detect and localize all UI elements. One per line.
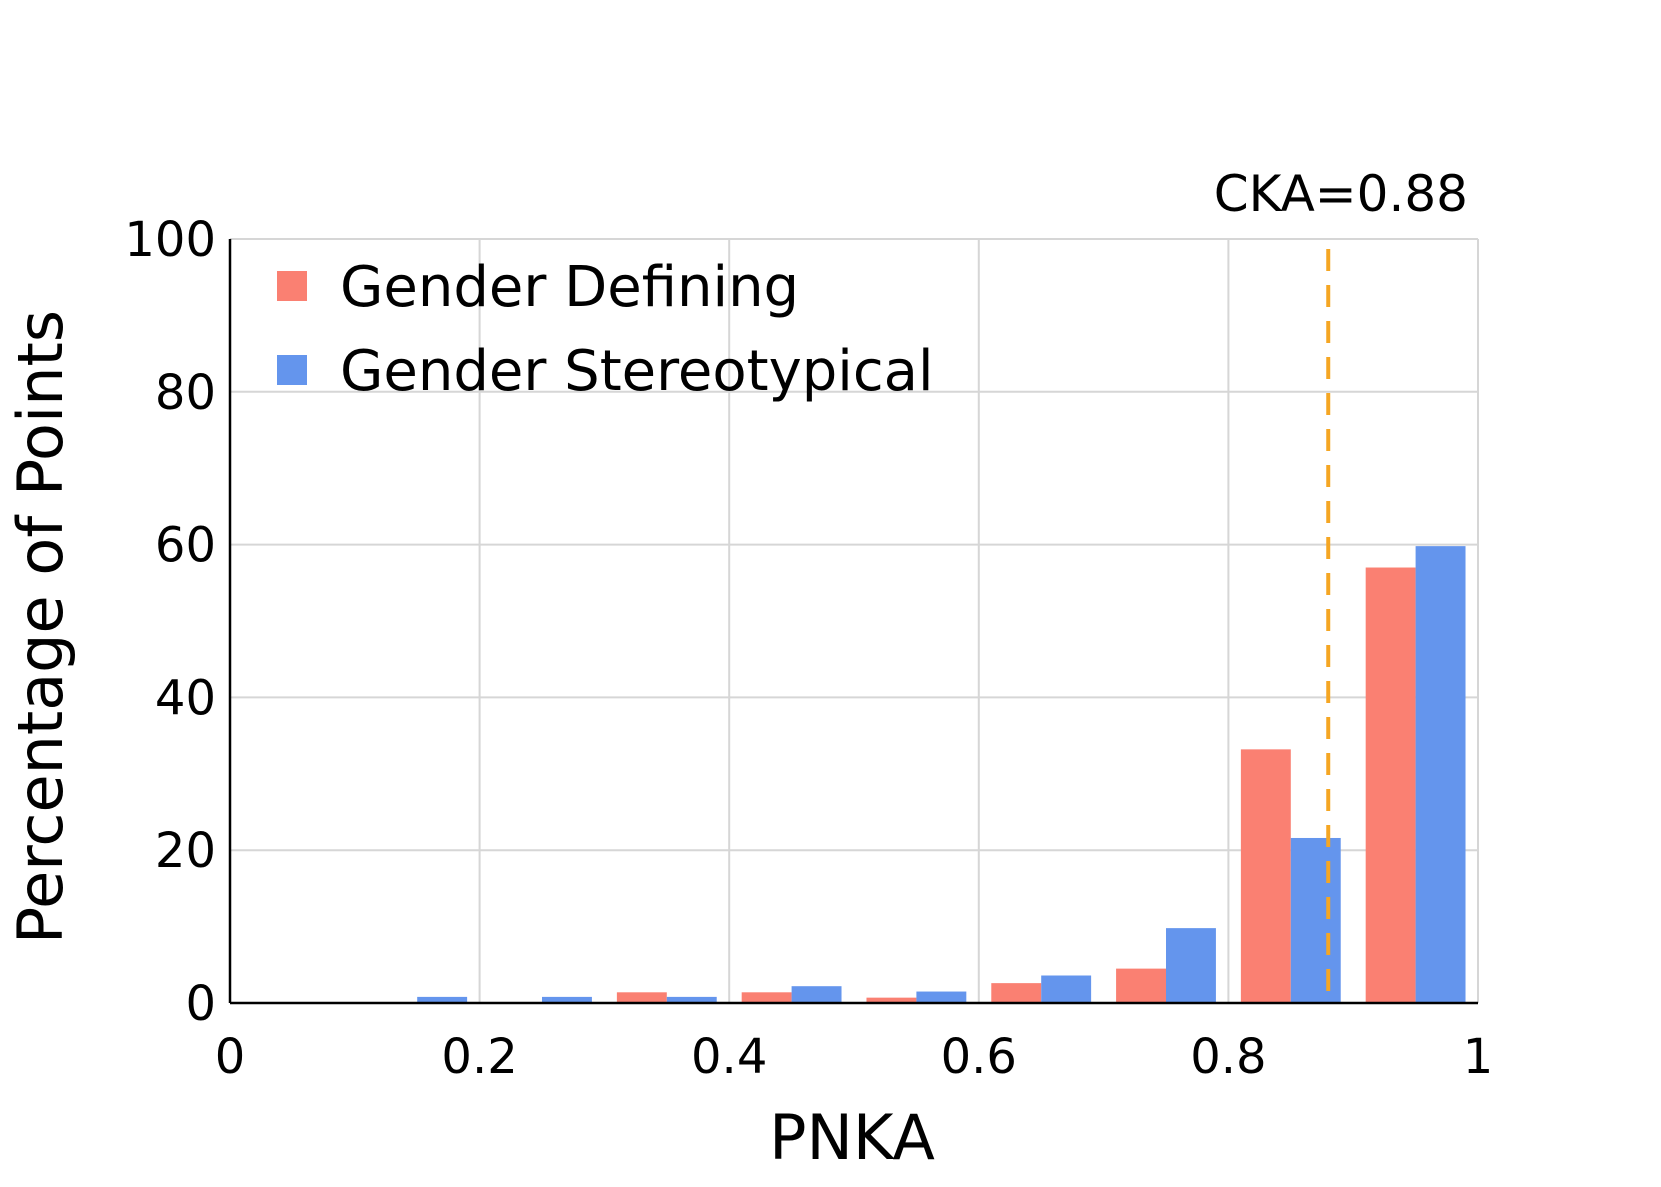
bar-gender-defining [616, 992, 667, 1003]
bar-gender-stereotypical [1166, 928, 1216, 1003]
bar-gender-defining [1365, 567, 1416, 1003]
legend-label-gender-defining: Gender Defining [340, 255, 799, 320]
bar-gender-stereotypical [1290, 837, 1341, 1003]
y-axis-title: Percentage of Points [4, 310, 77, 944]
annotation-layer: CKA=0.88 [1214, 165, 1468, 1003]
legend-swatch-gender-stereotypical [277, 355, 307, 385]
x-axis-title: PNKA [769, 1101, 935, 1174]
bars-layer [417, 546, 1466, 1003]
bar-gender-defining [741, 992, 792, 1003]
bar-gender-stereotypical [1415, 546, 1466, 1003]
x-tick-label: 0.6 [941, 1029, 1017, 1085]
x-tick-label: 1 [1463, 1029, 1494, 1085]
x-tick-label: 0.8 [1190, 1029, 1266, 1085]
bar-gender-defining [866, 997, 917, 1003]
legend-swatch-gender-defining [277, 271, 307, 301]
y-tick-label: 80 [155, 365, 216, 421]
x-tick-label: 0.2 [441, 1029, 517, 1085]
axes-layer [228, 239, 1478, 1005]
y-tick-label: 0 [185, 976, 216, 1032]
bar-gender-stereotypical [666, 996, 717, 1003]
bar-gender-stereotypical [1041, 975, 1092, 1003]
bar-gender-defining [1240, 749, 1291, 1003]
x-tick-label: 0 [215, 1029, 246, 1085]
bar-gender-stereotypical [916, 991, 967, 1003]
y-tick-label: 20 [155, 823, 216, 879]
legend: Gender Defining Gender Stereotypical [277, 255, 934, 404]
bar-gender-stereotypical [542, 996, 592, 1003]
y-tick-label: 100 [124, 212, 216, 268]
legend-label-gender-stereotypical: Gender Stereotypical [340, 339, 934, 404]
grid-layer [230, 238, 1479, 1003]
bar-gender-defining [1116, 968, 1166, 1003]
cka-annotation-label: CKA=0.88 [1214, 165, 1468, 223]
y-tick-label: 60 [155, 518, 216, 574]
bar-gender-stereotypical [791, 986, 842, 1003]
bar-gender-defining [991, 983, 1042, 1003]
y-tick-label: 40 [155, 670, 216, 726]
ticks-layer: 0 0.2 0.4 0.6 0.8 1 0 20 40 60 80 100 [124, 212, 1493, 1085]
x-tick-label: 0.4 [691, 1029, 767, 1085]
bar-gender-stereotypical [417, 996, 468, 1003]
